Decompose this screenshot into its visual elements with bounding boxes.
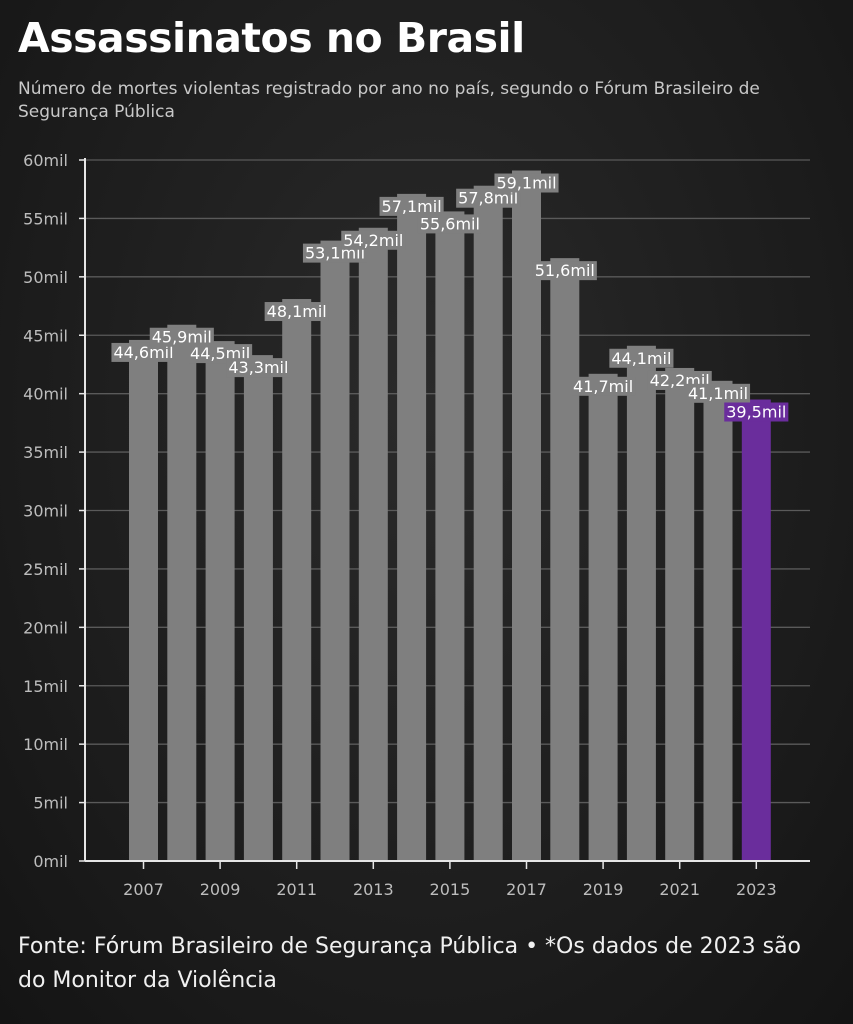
data-label-background — [571, 376, 636, 396]
data-label-background — [532, 261, 597, 281]
x-tick-label: 2021 — [659, 880, 700, 899]
bar — [397, 193, 427, 862]
bars — [129, 170, 771, 862]
bar — [282, 299, 312, 861]
bar — [129, 339, 158, 861]
data-label-background — [685, 383, 751, 403]
bar — [703, 380, 733, 861]
data-label-background — [341, 230, 406, 250]
x-tick-label: 2013 — [353, 880, 394, 899]
axes — [79, 158, 810, 869]
data-label: 54,2mil — [343, 231, 403, 250]
y-tick-label: 20mil — [23, 618, 68, 637]
data-label-background — [417, 214, 482, 234]
data-label: 39,5mil — [726, 403, 786, 422]
y-tick-label: 55mil — [23, 209, 68, 228]
data-label-background — [111, 342, 176, 362]
bar-chart: 0mil 5mil 10mil 15mil 20mil 25mil 30mil 35mil 40… — [23, 151, 810, 899]
x-tick-label: 2017 — [506, 880, 547, 899]
bar — [550, 258, 580, 861]
data-label: 51,6mil — [535, 261, 595, 280]
chart-subtitle: Número de mortes violentas registrado po… — [18, 79, 760, 122]
chart-title: Assassinatos no Brasil — [18, 14, 525, 62]
data-label: 43,3mil — [228, 358, 288, 377]
y-tick-label: 50mil — [23, 268, 68, 287]
bar — [741, 399, 771, 861]
data-label-background — [724, 402, 789, 422]
data-label: 44,6mil — [113, 343, 173, 362]
bar — [512, 170, 541, 861]
x-tick-label: 2019 — [583, 880, 624, 899]
y-tick-label: 35mil — [23, 443, 68, 462]
data-label-background — [379, 196, 444, 216]
data-label: 48,1mil — [267, 302, 327, 321]
source-note: Fonte: Fórum Brasileiro de Segurança Púb… — [18, 934, 802, 993]
y-tick-label: 40mil — [23, 385, 68, 404]
data-label: 41,7mil — [573, 377, 633, 396]
y-tick-labels: 0mil 5mil 10mil 15mil 20mil 25mil 30mil 35mil 40… — [23, 151, 68, 871]
y-tick-label: 60mil — [23, 151, 68, 170]
x-tick-label: 2011 — [276, 880, 317, 899]
data-label-background — [149, 327, 214, 347]
data-label-background — [609, 348, 674, 368]
bar — [243, 355, 273, 861]
bar — [205, 341, 235, 861]
y-tick-label: 25mil — [23, 560, 68, 579]
data-label: 55,6mil — [420, 214, 480, 233]
data-label-background — [456, 188, 521, 208]
bar — [626, 345, 656, 861]
data-label: 44,1mil — [611, 349, 671, 368]
data-label: 45,9mil — [152, 328, 212, 347]
x-tick-label: 2009 — [200, 880, 241, 899]
bar — [435, 211, 465, 861]
data-label: 57,1mil — [382, 197, 442, 216]
x-tick-labels: 2007 2009 2011 2013 2015 2017 2019 2021 2023 — [123, 880, 777, 899]
y-tick-label: 0mil — [33, 852, 68, 871]
bar — [588, 373, 618, 861]
data-label-background — [226, 358, 291, 378]
bar — [473, 185, 503, 861]
data-label: 59,1mil — [496, 174, 556, 193]
y-tick-label: 15mil — [23, 677, 68, 696]
y-tick-label: 30mil — [23, 502, 68, 521]
data-label: 41,1mil — [688, 384, 748, 403]
x-tick-label: 2007 — [123, 880, 164, 899]
bar — [320, 240, 350, 861]
data-label-background — [264, 302, 329, 322]
data-label-background — [494, 173, 559, 193]
data-label: 57,8mil — [458, 189, 518, 208]
x-tick-label: 2023 — [736, 880, 777, 899]
bar — [665, 367, 695, 861]
y-tick-label: 45mil — [23, 326, 68, 345]
x-tick-label: 2015 — [430, 880, 471, 899]
data-labels: 44,6mil45,9mil44,5mil43,3mil48,1mil53,1m… — [111, 173, 789, 422]
bar — [358, 227, 388, 862]
bar — [167, 324, 197, 861]
y-tick-label: 5mil — [33, 794, 68, 813]
y-tick-label: 10mil — [23, 735, 68, 754]
